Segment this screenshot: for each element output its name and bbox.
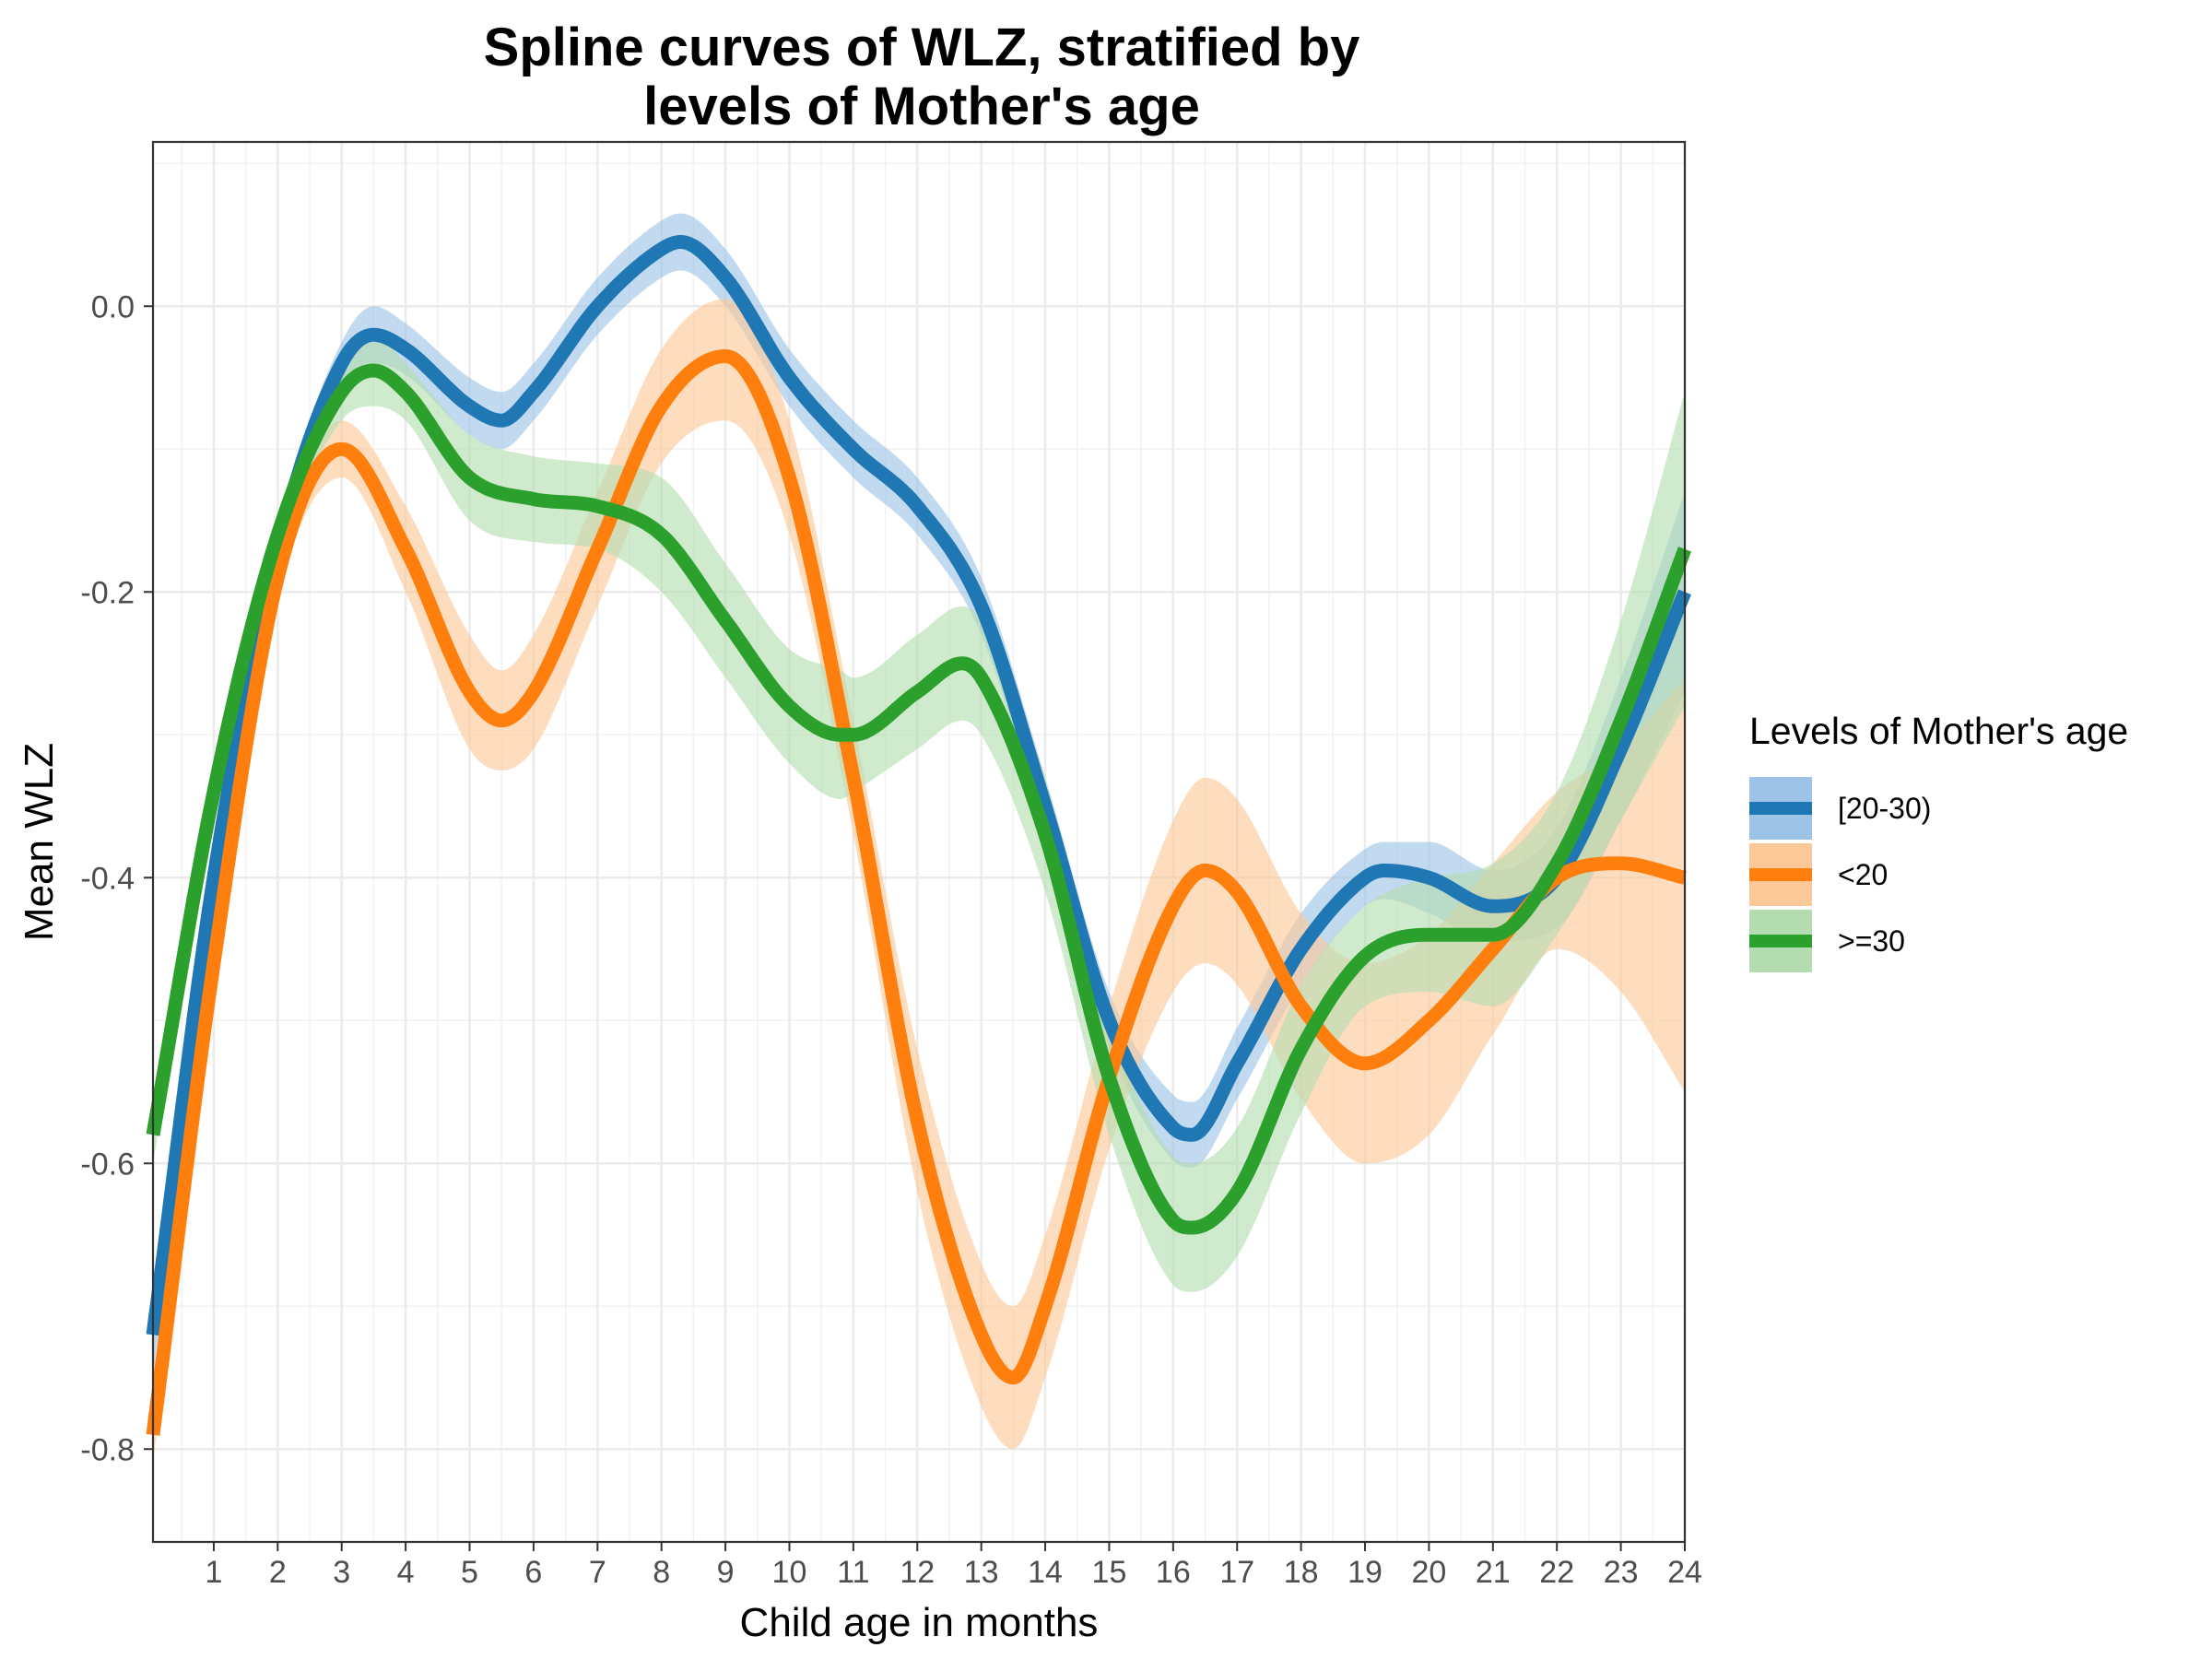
x-tick-label: 22	[1539, 1555, 1574, 1590]
legend: Levels of Mother's age [20-30) <20 >=30	[1749, 710, 2192, 974]
legend-key	[1749, 910, 1812, 972]
legend-label: [20-30)	[1838, 791, 1932, 825]
x-tick-label: 7	[589, 1555, 606, 1590]
y-tick-label: -0.4	[80, 861, 135, 896]
series-line-1	[146, 349, 1689, 1436]
legend-key	[1749, 843, 1812, 906]
x-tick-label: 13	[964, 1555, 999, 1590]
y-tick-label: -0.6	[80, 1147, 135, 1182]
x-tick-label: 5	[461, 1555, 478, 1590]
legend-key-line	[1749, 935, 1812, 947]
x-tick-label: 19	[1347, 1555, 1382, 1590]
legend-item: [20-30)	[1749, 775, 2192, 841]
series-line-0	[146, 235, 1691, 1336]
y-tick-label: -0.2	[80, 575, 135, 610]
x-tick-label: 15	[1092, 1555, 1127, 1590]
x-tick-label: 18	[1284, 1555, 1319, 1590]
chart-title: Spline curves of WLZ, stratified by leve…	[147, 18, 1696, 136]
x-tick-label: 10	[772, 1555, 807, 1590]
legend-label: <20	[1838, 857, 1888, 891]
legend-title: Levels of Mother's age	[1749, 710, 2129, 752]
x-tick-label: 23	[1604, 1555, 1639, 1590]
x-tick-label: 4	[397, 1555, 415, 1590]
x-tick-label: 1	[205, 1555, 222, 1590]
series-line-2	[146, 363, 1692, 1235]
legend-key-line	[1749, 802, 1812, 815]
legend-key-line	[1749, 868, 1812, 881]
x-tick-label: 24	[1667, 1555, 1702, 1590]
legend-item: >=30	[1749, 908, 2192, 974]
series-lines	[146, 235, 1692, 1436]
x-axis-title: Child age in months	[740, 1600, 1099, 1645]
y-axis-ticks: 0.0 -0.2 -0.4 -0.6 -0.8	[80, 289, 153, 1467]
x-tick-label: 11	[837, 1555, 869, 1590]
legend-items: [20-30) <20 >=30	[1749, 775, 2192, 974]
x-tick-label: 6	[524, 1555, 542, 1590]
y-tick-label: 0.0	[91, 289, 135, 324]
x-axis-ticks: 1 2 3 4 5 6 7 8 9 10 11 12 13 14 15 16 17 18 19 20 21 22 23 24	[205, 1542, 1702, 1590]
legend-key	[1749, 777, 1812, 840]
x-tick-label: 12	[900, 1555, 935, 1590]
legend-item: <20	[1749, 841, 2192, 908]
y-tick-label: -0.8	[80, 1432, 135, 1467]
x-tick-label: 3	[333, 1555, 350, 1590]
legend-label: >=30	[1838, 924, 1905, 958]
x-tick-label: 20	[1412, 1555, 1447, 1590]
chart-title-line-1: Spline curves of WLZ, stratified by	[483, 18, 1360, 77]
x-tick-label: 8	[653, 1555, 670, 1590]
x-tick-label: 9	[717, 1555, 735, 1590]
x-tick-label: 17	[1219, 1555, 1254, 1590]
x-tick-label: 16	[1156, 1555, 1191, 1590]
y-axis-title: Mean WLZ	[17, 743, 62, 941]
x-tick-label: 14	[1028, 1555, 1063, 1590]
plot-border	[151, 140, 1687, 1544]
chart-title-line-2: levels of Mother's age	[643, 76, 1200, 136]
x-tick-label: 21	[1476, 1555, 1511, 1590]
x-tick-label: 2	[269, 1555, 287, 1590]
plot-frame	[151, 140, 1687, 1544]
